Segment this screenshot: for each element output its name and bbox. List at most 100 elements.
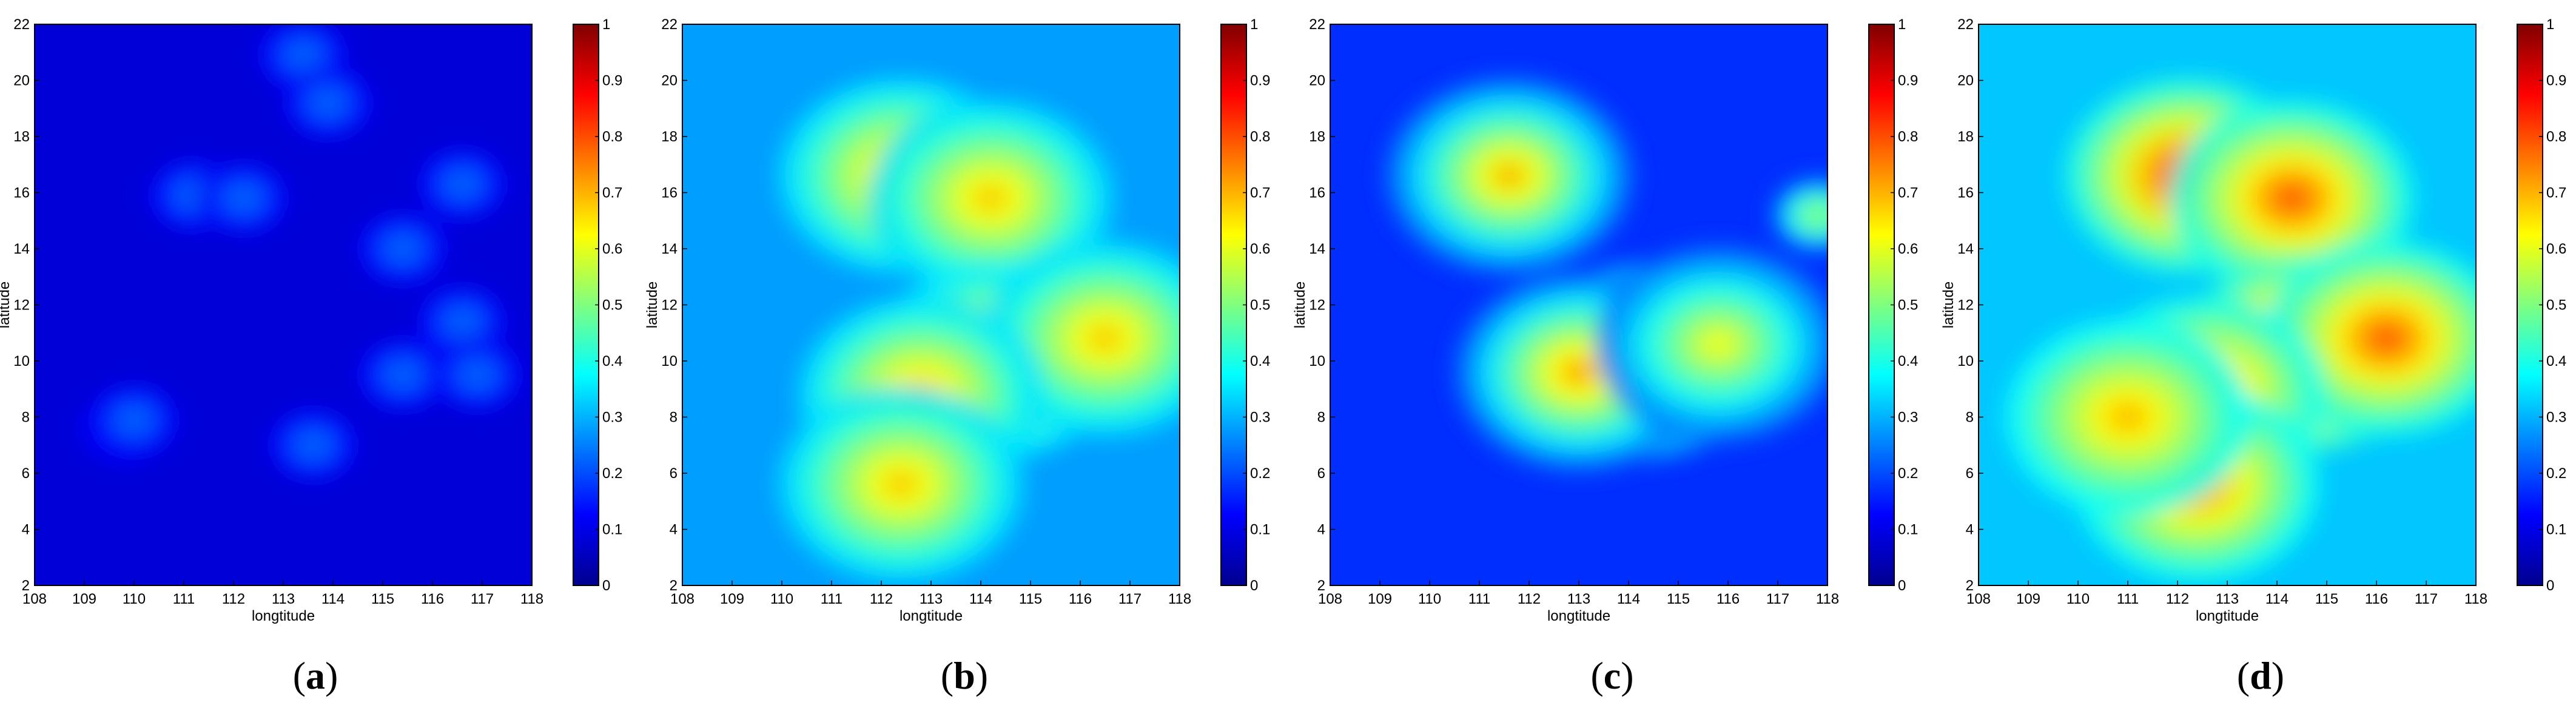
x-tick-label: 111	[2117, 591, 2139, 607]
colorbar-tick-label: 0.3	[1250, 410, 1270, 426]
heatmap-hotspot-0	[1492, 162, 1526, 189]
y-tick-label: 22	[1957, 16, 1974, 33]
colorbar-tick-label: 0.1	[2546, 522, 2566, 538]
x-tick-label: 108	[1966, 591, 1991, 607]
heatmap-hotspot-5	[386, 235, 420, 262]
colorbar-tick-label: 1	[602, 16, 610, 33]
x-tick-label: 117	[471, 591, 494, 607]
x-tick-label: 115	[1019, 591, 1042, 607]
x-tick-label: 113	[1567, 591, 1590, 607]
x-tick-label: 111	[1468, 591, 1490, 607]
heatmap-hotspot-1	[2275, 184, 2309, 212]
y-tick-label: 2	[1317, 578, 1325, 594]
y-tick-label: 20	[1309, 73, 1325, 89]
x-tick-label: 112	[1518, 591, 1541, 607]
y-tick-label: 16	[1309, 185, 1325, 201]
colorbar-tick-label: 0.7	[1250, 185, 1270, 201]
x-tick-label: 116	[1069, 591, 1092, 607]
x-axis-label: longtitude	[900, 608, 963, 624]
colorbar-tick-label: 0.2	[1250, 465, 1270, 482]
heatmap-hotspot-3	[1562, 359, 1596, 386]
x-tick-label: 109	[720, 591, 744, 607]
colorbar-tick-label: 0.1	[1250, 522, 1270, 538]
colorbar-tick-label: 0.3	[2546, 410, 2566, 426]
colorbar-tick-label: 0.2	[602, 465, 622, 482]
x-tick-label: 117	[1766, 591, 1789, 607]
colorbar-tick-label: 0.9	[2546, 73, 2566, 89]
panel-caption: (a)	[293, 654, 338, 697]
x-tick-label: 114	[321, 591, 345, 607]
colorbar	[2517, 24, 2543, 586]
heatmap-hotspot-3	[226, 184, 260, 212]
chart-panel-a: 108 109 110 111 112 113 114 115 116 117 1182468101…	[0, 16, 622, 697]
colorbar-tick-label: 0.2	[1898, 465, 1918, 482]
panel-caption-letter: b	[953, 654, 975, 697]
y-tick-label: 6	[670, 465, 678, 482]
y-tick-label: 6	[22, 465, 30, 482]
x-tick-label: 113	[920, 591, 943, 607]
colorbar-tick-label: 0.9	[1898, 73, 1918, 89]
y-tick-label: 18	[1957, 129, 1974, 145]
heatmap-hotspot-0	[286, 41, 320, 69]
x-tick-label: 116	[1717, 591, 1740, 607]
panel-caption: (d)	[2237, 654, 2284, 697]
x-tick-label: 115	[1667, 591, 1690, 607]
heatmap-hotspot-5	[884, 471, 918, 498]
y-axis-label: latitude	[1940, 282, 1957, 328]
colorbar-tick-label: 0.9	[1250, 73, 1270, 89]
y-tick-label: 2	[670, 578, 678, 594]
x-axis-label: longtitude	[1547, 608, 1610, 624]
y-tick-label: 16	[1957, 185, 1974, 201]
colorbar-tick-label: 0.8	[2546, 129, 2566, 145]
heatmap-field	[682, 24, 1180, 585]
x-tick-label: 111	[821, 591, 842, 607]
colorbar-tick-label: 1	[2546, 16, 2554, 33]
y-tick-label: 4	[22, 522, 30, 538]
colorbar	[573, 24, 599, 586]
colorbar-tick-label: 0.7	[602, 185, 622, 201]
y-tick-label: 18	[1309, 129, 1325, 145]
y-tick-label: 8	[670, 410, 678, 426]
y-tick-label: 22	[1309, 16, 1325, 33]
colorbar-tick-label: 0.3	[1898, 410, 1918, 426]
y-tick-label: 10	[661, 353, 678, 369]
panel-caption: (c)	[1590, 654, 1633, 697]
x-tick-label: 114	[2265, 591, 2288, 607]
heatmap-hotspot-11	[296, 431, 330, 459]
colorbar-tick-label: 0.2	[2546, 465, 2566, 482]
y-axis-label: latitude	[1292, 282, 1308, 328]
colorbar-tick-label: 1	[1898, 16, 1906, 33]
x-tick-label: 112	[870, 591, 893, 607]
colorbar-tick-label: 0.8	[1250, 129, 1270, 145]
chart-panel-b: 108 109 110 111 112 113 114 115 116 117 1182468101…	[644, 16, 1270, 697]
colorbar-tick-label: 0.6	[1898, 241, 1918, 257]
heatmap-hotspot-3	[1088, 325, 1122, 352]
y-tick-label: 14	[1309, 241, 1325, 257]
colorbar-tick-label: 0.5	[1898, 297, 1918, 314]
y-tick-label: 12	[1309, 297, 1325, 314]
x-tick-label: 109	[72, 591, 96, 607]
colorbar-tick-label: 0.5	[602, 297, 622, 314]
heatmap-hotspot-10	[117, 406, 151, 434]
x-tick-label: 115	[371, 591, 394, 607]
y-axis-label: latitude	[0, 282, 13, 328]
heatmap-field	[1979, 24, 2476, 585]
y-tick-label: 12	[1957, 297, 1974, 314]
colorbar-tick-label: 0.1	[602, 522, 622, 538]
y-tick-label: 18	[13, 129, 30, 145]
colorbar	[1220, 24, 1247, 586]
x-tick-label: 108	[670, 591, 694, 607]
x-tick-label: 108	[22, 591, 47, 607]
colorbar-tick-label: 0.8	[1898, 129, 1918, 145]
x-tick-label: 110	[123, 591, 146, 607]
heatmap-hotspot-4	[445, 170, 479, 198]
y-tick-label: 10	[1957, 353, 1974, 369]
y-tick-label: 14	[1957, 241, 1974, 257]
colorbar-tick-label: 0.9	[602, 73, 622, 89]
heatmap-hotspot-1	[311, 89, 345, 116]
colorbar-tick-label: 0.6	[602, 241, 622, 257]
x-tick-label: 110	[2067, 591, 2090, 607]
y-tick-label: 8	[22, 410, 30, 426]
panel-caption-letter: a	[306, 654, 325, 697]
x-tick-label: 108	[1318, 591, 1342, 607]
